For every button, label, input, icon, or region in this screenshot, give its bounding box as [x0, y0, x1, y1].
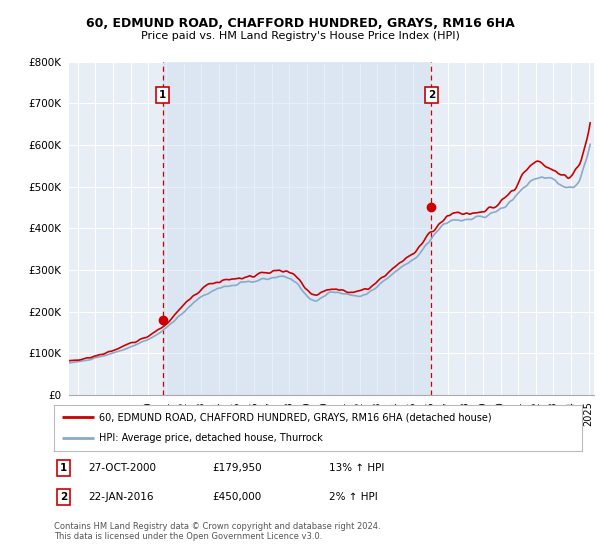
Text: 22-JAN-2016: 22-JAN-2016 — [88, 492, 154, 502]
Text: 1: 1 — [60, 463, 67, 473]
Text: 2: 2 — [428, 90, 435, 100]
Text: 2% ↑ HPI: 2% ↑ HPI — [329, 492, 377, 502]
Text: £179,950: £179,950 — [212, 463, 262, 473]
Text: 2: 2 — [60, 492, 67, 502]
Text: 27-OCT-2000: 27-OCT-2000 — [88, 463, 157, 473]
Text: Contains HM Land Registry data © Crown copyright and database right 2024.
This d: Contains HM Land Registry data © Crown c… — [54, 522, 380, 542]
Text: £450,000: £450,000 — [212, 492, 262, 502]
Text: 60, EDMUND ROAD, CHAFFORD HUNDRED, GRAYS, RM16 6HA: 60, EDMUND ROAD, CHAFFORD HUNDRED, GRAYS… — [86, 17, 514, 30]
Text: 13% ↑ HPI: 13% ↑ HPI — [329, 463, 384, 473]
Text: 1: 1 — [159, 90, 166, 100]
Text: HPI: Average price, detached house, Thurrock: HPI: Average price, detached house, Thur… — [99, 433, 323, 444]
Text: 60, EDMUND ROAD, CHAFFORD HUNDRED, GRAYS, RM16 6HA (detached house): 60, EDMUND ROAD, CHAFFORD HUNDRED, GRAYS… — [99, 412, 491, 422]
Text: Price paid vs. HM Land Registry's House Price Index (HPI): Price paid vs. HM Land Registry's House … — [140, 31, 460, 41]
